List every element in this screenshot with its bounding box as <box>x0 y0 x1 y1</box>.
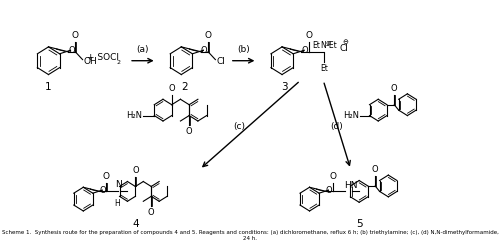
Text: 2: 2 <box>182 83 188 92</box>
Text: N: N <box>115 180 121 189</box>
Text: O: O <box>168 84 175 93</box>
Text: O: O <box>302 46 308 55</box>
Text: O: O <box>132 166 138 175</box>
Text: O: O <box>103 172 110 181</box>
Text: O: O <box>326 186 332 195</box>
Text: O: O <box>148 208 154 217</box>
Text: O: O <box>372 165 378 174</box>
Text: Et: Et <box>312 41 320 50</box>
Text: Scheme 1.  Synthesis route for the preparation of compounds 4 and 5. Reagents an: Scheme 1. Synthesis route for the prepar… <box>2 230 498 241</box>
Text: + SOCl: + SOCl <box>87 53 119 62</box>
Text: H: H <box>114 199 120 208</box>
Text: H₂N: H₂N <box>126 111 142 120</box>
Text: O: O <box>72 31 79 40</box>
Text: O: O <box>201 46 207 55</box>
Text: OH: OH <box>84 57 98 66</box>
Text: 5: 5 <box>356 219 363 229</box>
Text: (a): (a) <box>136 45 149 54</box>
Text: O: O <box>204 31 212 40</box>
Text: O: O <box>100 186 106 195</box>
Text: O: O <box>68 46 74 55</box>
Text: –Et: –Et <box>326 41 337 50</box>
Text: (c): (c) <box>234 122 245 132</box>
Text: ⊖: ⊖ <box>342 39 348 45</box>
Text: O: O <box>391 84 398 93</box>
Text: O: O <box>329 172 336 181</box>
Text: 1: 1 <box>45 83 52 92</box>
Text: O: O <box>186 127 192 136</box>
Text: O: O <box>306 31 312 40</box>
Text: (b): (b) <box>237 45 250 54</box>
Text: 3: 3 <box>282 83 288 92</box>
Text: ⊕: ⊕ <box>326 41 330 46</box>
Text: Cl: Cl <box>340 44 349 53</box>
Text: H₂N: H₂N <box>344 111 359 120</box>
Text: N: N <box>320 41 326 50</box>
Text: Cl: Cl <box>216 57 225 66</box>
Text: Et: Et <box>320 63 328 73</box>
Text: 4: 4 <box>132 219 139 229</box>
Text: (d): (d) <box>330 122 344 132</box>
Text: 2: 2 <box>116 60 120 65</box>
Text: HN: HN <box>344 181 358 190</box>
